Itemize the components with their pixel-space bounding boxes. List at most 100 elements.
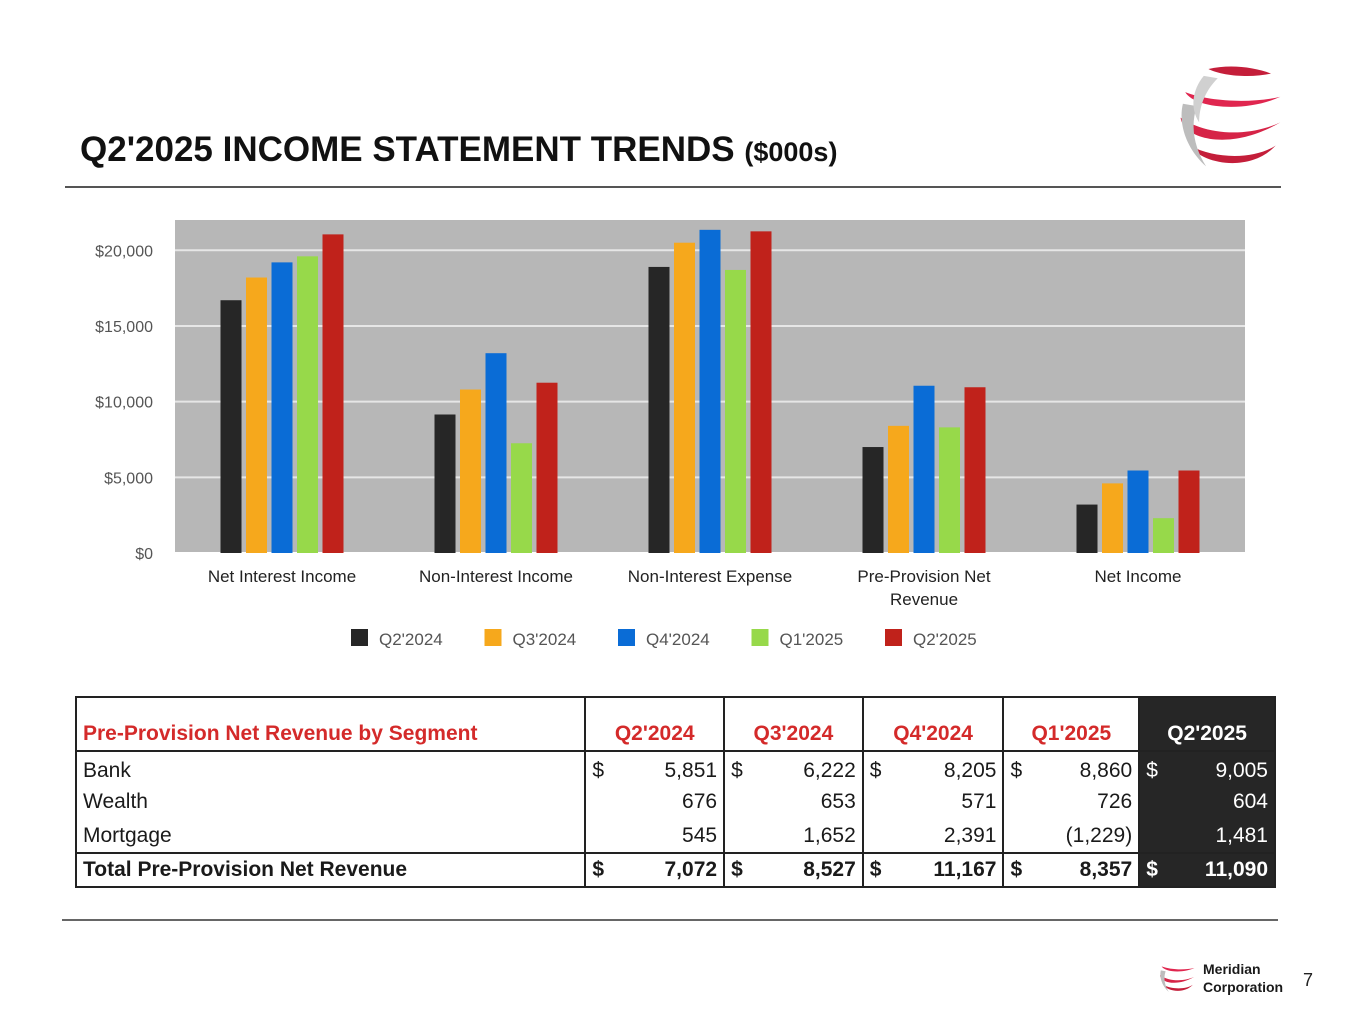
table-total-row: Total Pre-Provision Net Revenue $7,072 $… bbox=[76, 853, 1275, 887]
value-cell: $11,167 bbox=[863, 853, 1004, 887]
bar bbox=[914, 386, 935, 553]
row-label: Mortgage bbox=[76, 819, 585, 853]
x-tick-label: Non-Interest Expense bbox=[628, 567, 792, 586]
page-title-text: Q2'2025 INCOME STATEMENT TRENDS bbox=[80, 130, 735, 169]
bar bbox=[725, 270, 746, 553]
cell-value: 5,851 bbox=[665, 759, 718, 783]
bar bbox=[486, 353, 507, 553]
cell-value: 2,391 bbox=[944, 824, 997, 848]
value-cell: (1,229) bbox=[1003, 819, 1139, 853]
x-axis-labels: Net Interest Income Non-Interest Income No… bbox=[208, 567, 1182, 609]
bar bbox=[1128, 471, 1149, 553]
bar bbox=[863, 447, 884, 553]
cell-value: 1,481 bbox=[1215, 824, 1268, 848]
y-tick-label: $20,000 bbox=[95, 243, 153, 260]
value-cell: 571 bbox=[863, 785, 1004, 819]
bar bbox=[221, 300, 242, 553]
footer-name-line1: Meridian bbox=[1203, 960, 1283, 978]
cell-value: 545 bbox=[682, 824, 717, 848]
legend-label: Q4'2024 bbox=[646, 630, 710, 649]
x-tick-label: Revenue bbox=[890, 590, 958, 609]
legend-label: Q1'2025 bbox=[780, 630, 844, 649]
legend-swatch bbox=[485, 629, 502, 646]
legend-swatch bbox=[351, 629, 368, 646]
table-header-cell: Q2'2025 bbox=[1139, 697, 1275, 751]
value-cell: $6,222 bbox=[724, 751, 863, 785]
cell-value: 11,090 bbox=[1205, 858, 1268, 882]
row-label: Bank bbox=[76, 751, 585, 785]
value-cell: $9,005 bbox=[1139, 751, 1275, 785]
income-trends-bar-chart: $0 $5,000 $10,000 $15,000 $20,000 Net Intere… bbox=[70, 212, 1270, 662]
bar bbox=[1153, 518, 1174, 553]
cell-value: 8,205 bbox=[944, 759, 997, 783]
cell-value: 676 bbox=[682, 790, 717, 814]
title-divider bbox=[65, 186, 1281, 188]
value-cell: 545 bbox=[585, 819, 724, 853]
cell-value: 1,652 bbox=[803, 824, 856, 848]
value-cell: $8,527 bbox=[724, 853, 863, 887]
table-header-row: Pre-Provision Net Revenue by Segment Q2'… bbox=[76, 697, 1275, 751]
cell-value: 8,357 bbox=[1080, 858, 1133, 882]
bar bbox=[1179, 471, 1200, 553]
value-cell: 676 bbox=[585, 785, 724, 819]
meridian-logo-icon bbox=[1168, 62, 1286, 178]
value-cell: $8,357 bbox=[1003, 853, 1139, 887]
cell-value: 604 bbox=[1233, 790, 1268, 814]
value-cell: 2,391 bbox=[863, 819, 1004, 853]
bar bbox=[323, 234, 344, 553]
cell-value: 8,527 bbox=[803, 858, 856, 882]
value-cell: 653 bbox=[724, 785, 863, 819]
bar bbox=[537, 383, 558, 553]
bar bbox=[965, 387, 986, 553]
bar bbox=[939, 427, 960, 553]
table-row: Bank $5,851 $6,222 $8,205 $8,860 $9,005 bbox=[76, 751, 1275, 785]
page-title: Q2'2025 INCOME STATEMENT TRENDS ($000s) bbox=[80, 130, 837, 170]
row-label: Wealth bbox=[76, 785, 585, 819]
value-cell: $8,860 bbox=[1003, 751, 1139, 785]
cell-value: 7,072 bbox=[665, 858, 718, 882]
x-tick-label: Pre-Provision Net bbox=[857, 567, 990, 586]
value-cell: 726 bbox=[1003, 785, 1139, 819]
bar bbox=[649, 267, 670, 553]
chart-legend: Q2'2024 Q3'2024 Q4'2024 Q1'2025 Q2'2025 bbox=[351, 629, 977, 649]
total-label: Total Pre-Provision Net Revenue bbox=[76, 853, 585, 887]
cell-value: 653 bbox=[821, 790, 856, 814]
table-header-cell: Q3'2024 bbox=[724, 697, 863, 751]
table-row: Mortgage 545 1,652 2,391 (1,229) 1,481 bbox=[76, 819, 1275, 853]
bar bbox=[751, 231, 772, 553]
bar bbox=[888, 426, 909, 553]
table-header-cell: Q2'2024 bbox=[585, 697, 724, 751]
x-tick-label: Net Income bbox=[1095, 567, 1182, 586]
value-cell: 1,481 bbox=[1139, 819, 1275, 853]
value-cell: $5,851 bbox=[585, 751, 724, 785]
cell-value: 8,860 bbox=[1080, 759, 1133, 783]
y-tick-label: $10,000 bbox=[95, 395, 153, 412]
meridian-footer-logo-icon bbox=[1156, 956, 1196, 996]
footer-company-name: Meridian Corporation bbox=[1203, 960, 1283, 996]
bar bbox=[511, 443, 532, 553]
y-tick-label: $5,000 bbox=[104, 470, 153, 487]
bar bbox=[460, 390, 481, 553]
legend-label: Q2'2024 bbox=[379, 630, 443, 649]
footer-name-line2: Corporation bbox=[1203, 978, 1283, 996]
y-tick-label: $15,000 bbox=[95, 319, 153, 336]
table-title: Pre-Provision Net Revenue by Segment bbox=[76, 697, 585, 751]
cell-value: (1,229) bbox=[1066, 824, 1133, 848]
footer-divider bbox=[62, 919, 1278, 921]
segment-table: Pre-Provision Net Revenue by Segment Q2'… bbox=[75, 696, 1276, 888]
cell-value: 11,167 bbox=[933, 858, 996, 882]
legend-label: Q3'2024 bbox=[513, 630, 577, 649]
table-row: Wealth 676 653 571 726 604 bbox=[76, 785, 1275, 819]
table-header-cell: Q4'2024 bbox=[863, 697, 1004, 751]
x-tick-label: Net Interest Income bbox=[208, 567, 356, 586]
bar bbox=[297, 256, 318, 553]
bar bbox=[1077, 505, 1098, 553]
bar bbox=[700, 230, 721, 553]
cell-value: 726 bbox=[1097, 790, 1132, 814]
value-cell: $8,205 bbox=[863, 751, 1004, 785]
bar bbox=[1102, 483, 1123, 553]
cell-value: 6,222 bbox=[803, 759, 856, 783]
value-cell: $11,090 bbox=[1139, 853, 1275, 887]
legend-swatch bbox=[752, 629, 769, 646]
legend-swatch bbox=[885, 629, 902, 646]
